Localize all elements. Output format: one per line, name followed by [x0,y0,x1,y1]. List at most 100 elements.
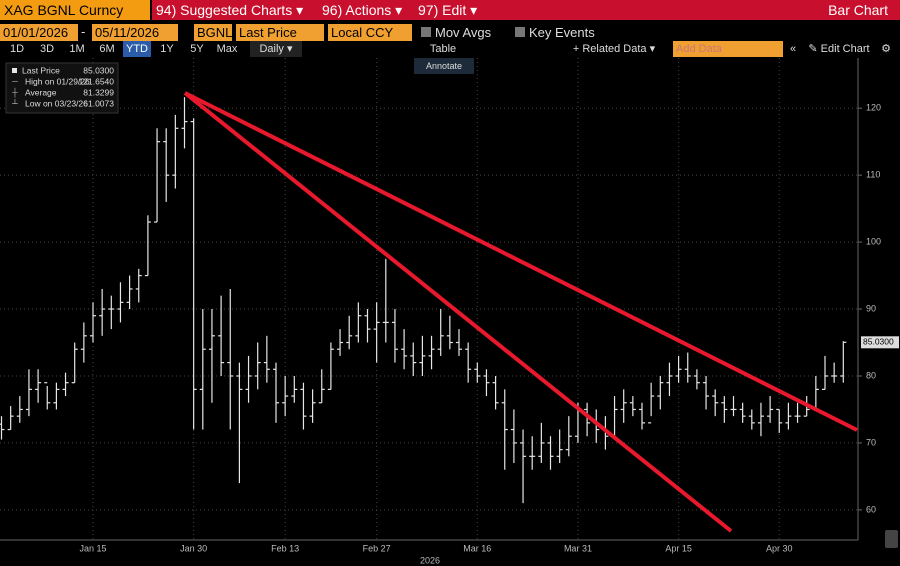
checkbox[interactable] [515,27,525,37]
ohlc-bar [547,436,554,470]
table-button[interactable]: Table [429,43,457,55]
ohlc-bar [327,342,334,390]
ohlc-bar [154,128,161,223]
period-button[interactable]: 6M [99,43,115,55]
ohlc-bar [437,309,444,356]
legend-value: 81.3299 [83,87,114,97]
last-price-tag [861,336,899,349]
ohlc-bar [25,369,32,417]
trend-line [183,91,733,533]
ohlc-bar [428,335,435,370]
ohlc-bar [611,396,618,437]
start-date[interactable]: 01/01/2026 [0,24,78,41]
ohlc-bar [391,309,398,363]
currency[interactable]: Local CCY [328,24,412,41]
source[interactable]: BGNL [194,24,232,41]
ohlc-bar [812,375,819,411]
annotate-label: Annotate [425,61,463,71]
y-tick-label: 70 [866,437,876,447]
ohlc-bar [90,302,96,343]
y-tick-label: 80 [866,370,876,380]
period-button[interactable]: Max [216,43,238,55]
frequency[interactable]: Daily ▾ [250,41,302,57]
checkbox[interactable] [421,27,431,37]
ohlc-bar [840,341,847,383]
scroll-button[interactable] [885,530,898,548]
ohlc-bar [520,429,527,504]
ohlc-bar [245,355,252,403]
field[interactable]: Last Price [236,24,324,41]
ohlc-bar [0,416,5,440]
period-button[interactable]: 3D [39,43,55,55]
ohlc-bar [529,436,536,470]
ohlc-bar [236,362,243,484]
ohlc-bar [648,382,655,424]
settings[interactable]: ⚙ [881,43,891,55]
ohlc-bar [538,422,545,464]
ohlc-bar [126,275,133,310]
ohlc-bar [703,375,710,410]
menu-bar [152,0,900,20]
ohlc-bar [629,396,636,417]
ohlc-bar [172,114,179,189]
y-tick-label: 110 [866,170,880,180]
ticker[interactable]: XAG BGNL Curncy [0,0,150,20]
x-tick-label: Mar 31 [564,543,592,553]
menu[interactable]: 94) Suggested Charts ▾ [156,2,304,18]
ohlc-bar [16,396,23,423]
period-button[interactable]: 1D [9,43,25,55]
x-tick-label: Jan 15 [79,543,106,553]
ohlc-bar [675,355,682,383]
collapse[interactable]: « [789,43,797,55]
legend-value: 121.6540 [79,76,115,86]
check-label: Key Events [529,25,595,40]
ohlc-bar [666,362,673,397]
menu[interactable]: 96) Actions ▾ [322,2,403,18]
x-tick-label: Feb 27 [363,543,391,553]
ohlc-bar [739,402,746,423]
annotate-button[interactable]: Annotate [414,58,474,74]
ohlc-bar [556,429,563,464]
ohlc-bar [355,302,362,343]
period-button[interactable]: YTD [123,41,151,57]
y-tick-label: 60 [866,504,876,514]
y-tick-label: 120 [866,103,881,113]
legend-marker: ┴ [11,98,18,108]
ohlc-bar [474,362,481,383]
ohlc-bar [7,406,14,431]
menu[interactable]: 97) Edit ▾ [418,2,478,18]
legend-label: Last Price [22,65,60,75]
trend-line [184,91,858,432]
ohlc-bar [767,396,774,423]
ohlc-bar [190,118,197,430]
ohlc-bar [227,288,234,430]
ohlc-bar [410,342,417,376]
ohlc-bar [501,389,508,470]
ohlc-bar [693,369,700,390]
end-date[interactable]: 05/11/2026 [92,24,178,41]
ohlc-bar [794,402,801,423]
related-data[interactable]: + Related Data ▾ [572,43,656,55]
legend-value: 61.0073 [83,98,114,108]
ohlc-bar [446,315,453,350]
last-price-label: 85.0300 [863,337,894,347]
ohlc-bar [785,402,792,430]
ohlc-bar [80,322,87,363]
add-data[interactable]: Add Data [673,41,783,57]
ohlc-bar [831,362,838,383]
check-label: Mov Avgs [435,25,492,40]
ohlc-bar [382,258,389,343]
period-button[interactable]: 1M [69,43,85,55]
legend-box [5,62,119,114]
legend-label: High on 01/29/26 [25,76,90,86]
legend-marker: ┼ [11,87,18,98]
edit-chart[interactable]: ✎ Edit Chart [808,43,870,55]
ohlc-bar [71,342,78,384]
x-tick-label: Apr 30 [766,543,793,553]
chart-name: Bar Chart [828,2,888,18]
ohlc-bar [44,382,51,410]
period-button[interactable]: 1Y [160,43,174,55]
ohlc-bar [465,342,472,383]
period-button[interactable]: 5Y [190,43,204,55]
